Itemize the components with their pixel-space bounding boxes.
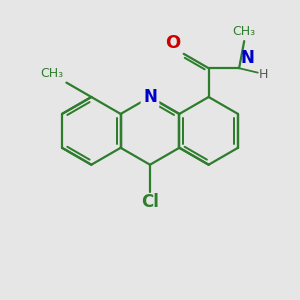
- Text: H: H: [259, 68, 268, 81]
- Text: Cl: Cl: [141, 193, 159, 211]
- Text: CH₃: CH₃: [232, 25, 256, 38]
- Text: CH₃: CH₃: [40, 67, 64, 80]
- Text: N: N: [241, 49, 254, 67]
- Text: N: N: [143, 88, 157, 106]
- Text: O: O: [166, 34, 181, 52]
